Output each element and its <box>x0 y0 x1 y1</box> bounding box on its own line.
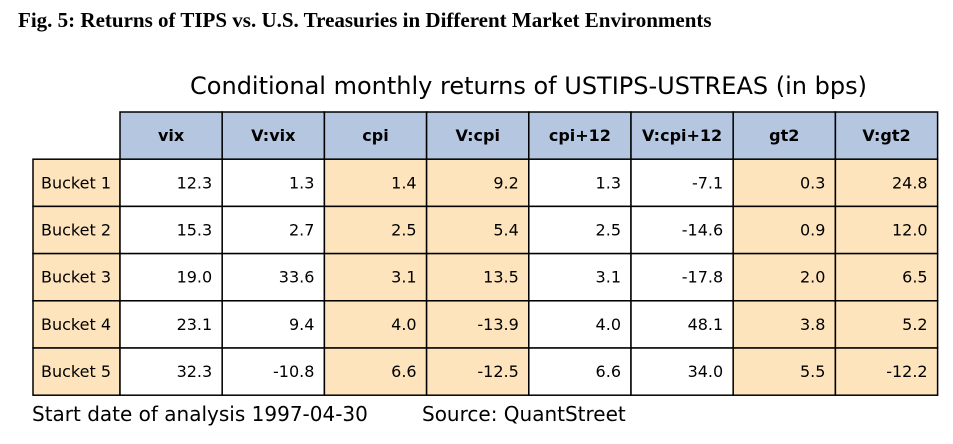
table-cell-value: 0.9 <box>800 221 825 240</box>
column-header-label: cpi+12 <box>549 126 611 145</box>
table-cell <box>834 347 939 396</box>
table-cell-value: 9.2 <box>493 173 518 192</box>
table-cell-value: 4.0 <box>596 315 621 334</box>
column-header-label: gt2 <box>769 126 799 145</box>
table-cell <box>119 252 223 302</box>
table-cell-value: -12.2 <box>886 362 927 381</box>
table-cell-value: -17.8 <box>682 268 723 287</box>
table-cell-value: -7.1 <box>692 173 723 192</box>
table-cell <box>834 158 939 208</box>
table-cell <box>425 158 530 208</box>
table-cell-value: 6.5 <box>902 268 927 287</box>
table-cell <box>323 158 428 208</box>
table-cell-value: 1.3 <box>596 173 621 192</box>
table-cell <box>221 300 326 349</box>
table-cell <box>221 158 326 208</box>
table-cell <box>528 158 632 208</box>
row-label-cell <box>32 300 121 349</box>
table-cell-value: 12.0 <box>892 221 928 240</box>
figure-title: Fig. 5: Returns of TIPS vs. U.S. Treasur… <box>18 8 712 32</box>
table-cell <box>732 300 837 349</box>
table-cell <box>425 252 530 302</box>
table-cell-value: 6.6 <box>596 362 621 381</box>
table-cell-value: 0.3 <box>800 173 825 192</box>
table-cell-value: 2.0 <box>800 268 825 287</box>
table-cell <box>528 347 632 396</box>
row-label-cell <box>32 205 121 255</box>
table-cell-value: 12.3 <box>177 173 213 192</box>
table-cell <box>425 347 530 396</box>
table-cell <box>528 252 632 302</box>
table-cell-value: 23.1 <box>177 315 213 334</box>
table-cell-value: 2.5 <box>596 221 621 240</box>
table-cell-value: 1.3 <box>289 173 314 192</box>
table-cell <box>323 252 428 302</box>
table-cell <box>834 252 939 302</box>
table-cell <box>528 300 632 349</box>
table-cell-value: -10.8 <box>273 362 314 381</box>
table-cell <box>834 205 939 255</box>
row-label-cell <box>32 347 121 396</box>
table-cell-value: 3.1 <box>391 268 416 287</box>
column-header-cell <box>732 111 837 160</box>
column-header-label: V:gt2 <box>862 126 910 145</box>
table-cell <box>732 347 837 396</box>
table-cell <box>630 347 734 396</box>
table-cell-value: 1.4 <box>391 173 416 192</box>
start-date-note: Start date of analysis 1997-04-30 <box>32 402 368 426</box>
table-cell-value: 5.2 <box>902 315 927 334</box>
row-label: Bucket 3 <box>41 268 111 287</box>
column-header-label: cpi <box>362 126 388 145</box>
row-label: Bucket 2 <box>41 221 111 240</box>
table-cell-value: 13.5 <box>483 268 519 287</box>
table-cell-value: 2.5 <box>391 221 416 240</box>
row-label-cell <box>32 252 121 302</box>
table-cell-value: -13.9 <box>477 315 518 334</box>
table-cell <box>528 205 632 255</box>
table-cell <box>834 300 939 349</box>
table-cell-value: 2.7 <box>289 221 314 240</box>
column-header-label: V:vix <box>251 126 296 145</box>
table-cell <box>323 205 428 255</box>
table-cell-value: 6.6 <box>391 362 416 381</box>
row-label: Bucket 4 <box>41 315 111 334</box>
table-cell-value: 48.1 <box>688 315 724 334</box>
table-cell-value: 3.1 <box>596 268 621 287</box>
row-label: Bucket 1 <box>41 173 111 192</box>
table-cell-value: 24.8 <box>892 173 928 192</box>
column-header-label: V:cpi+12 <box>642 126 722 145</box>
table-cell-value: 32.3 <box>177 362 213 381</box>
table-cell <box>119 300 223 349</box>
table-cell-value: 34.0 <box>688 362 724 381</box>
table-cell <box>630 252 734 302</box>
column-header-cell <box>834 111 939 160</box>
column-header-label: vix <box>158 126 185 145</box>
table-cell <box>221 347 326 396</box>
table-cell <box>425 300 530 349</box>
table-cell-value: 15.3 <box>177 221 213 240</box>
table-cell <box>630 205 734 255</box>
column-header-label: V:cpi <box>455 126 499 145</box>
table-cell-value: 5.4 <box>493 221 518 240</box>
table-cell-value: 5.5 <box>800 362 825 381</box>
table-cell <box>119 158 223 208</box>
table-cell-value: 33.6 <box>279 268 315 287</box>
table-title: Conditional monthly returns of USTIPS-US… <box>190 72 867 100</box>
table-cell-value: 9.4 <box>289 315 314 334</box>
column-header-cell <box>630 111 734 160</box>
table-cell-value: 19.0 <box>177 268 213 287</box>
column-header-cell <box>425 111 530 160</box>
table-cell-value: -14.6 <box>682 221 723 240</box>
table-cell-value: -12.5 <box>477 362 518 381</box>
table-cell-value: 4.0 <box>391 315 416 334</box>
table-cell-value: 3.8 <box>800 315 825 334</box>
table-cell <box>630 300 734 349</box>
column-header-cell <box>528 111 632 160</box>
source-note: Source: QuantStreet <box>422 402 626 426</box>
row-label: Bucket 5 <box>41 362 111 381</box>
